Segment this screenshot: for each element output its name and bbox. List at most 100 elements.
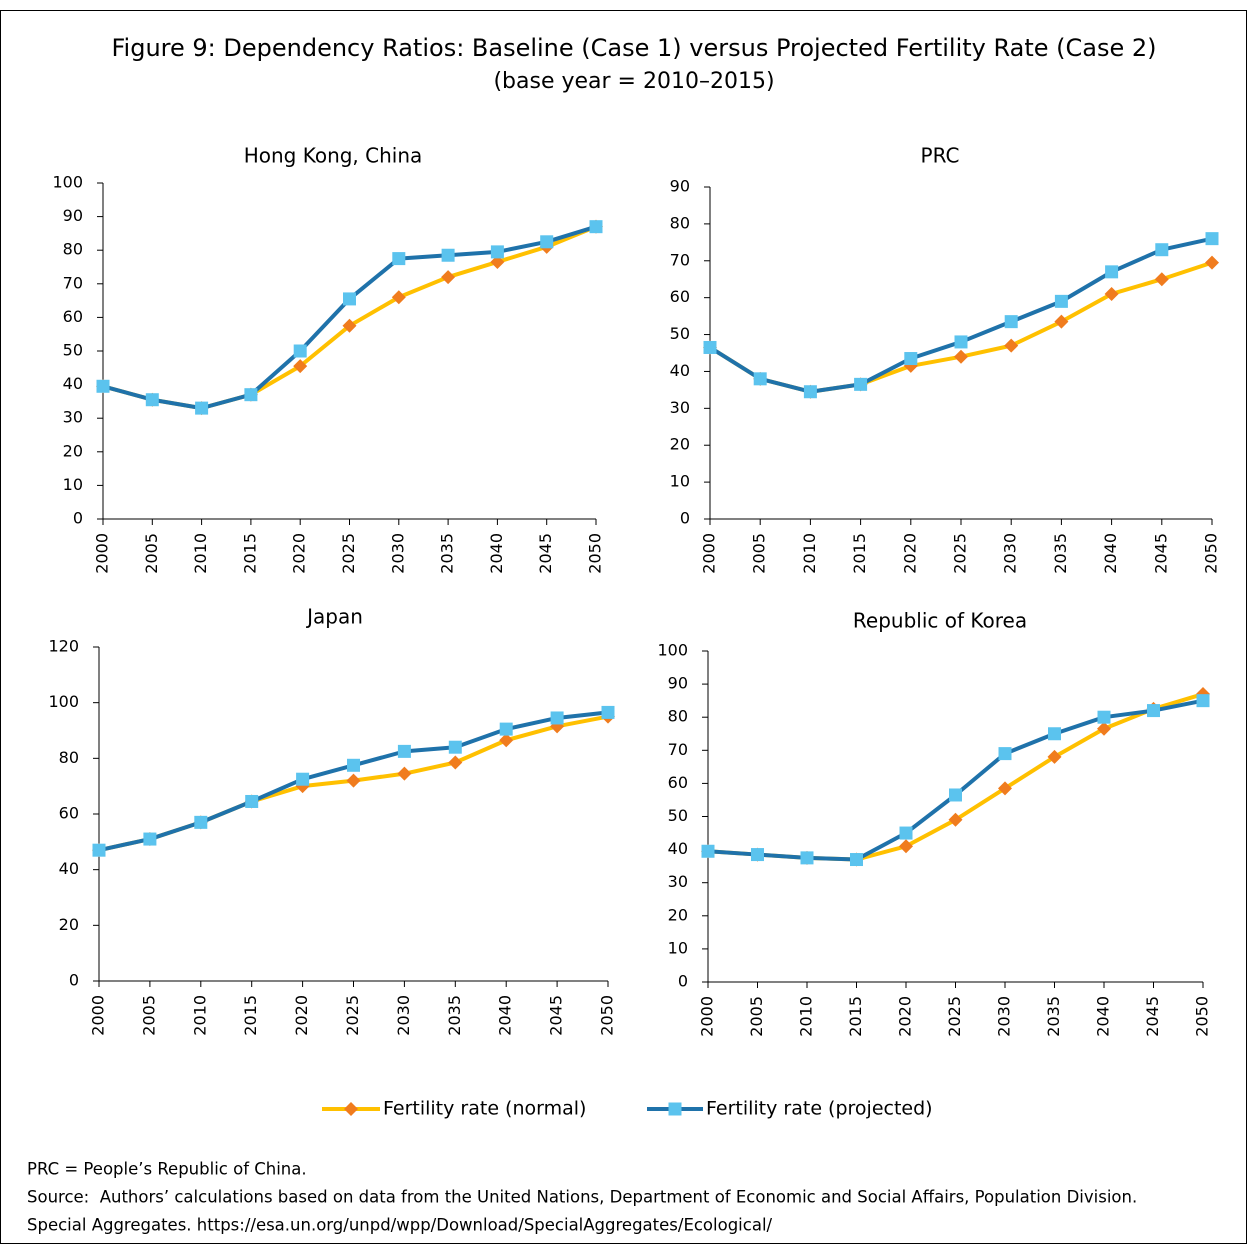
marker [998, 781, 1012, 796]
marker [800, 851, 814, 865]
y-tick-label: 40 [59, 859, 79, 878]
marker [1097, 721, 1111, 736]
x-tick-label: 2005 [747, 996, 766, 1037]
marker [1054, 314, 1069, 329]
x-tick-label: 2000 [93, 533, 112, 574]
y-tick-label: 40 [63, 374, 83, 393]
y-tick-label: 60 [670, 287, 690, 306]
y-tick-label: 20 [59, 915, 79, 934]
marker [854, 377, 868, 391]
marker [1147, 704, 1160, 718]
marker [343, 292, 356, 306]
x-tick-label: 2045 [1151, 533, 1170, 574]
x-tick-label: 2040 [487, 533, 506, 574]
marker [499, 722, 513, 736]
note: PRC = People’s Republic of China. [27, 1160, 307, 1179]
x-tick-label: 2010 [191, 533, 210, 574]
x-tick-label: 2025 [951, 533, 970, 574]
y-tick-label: 10 [668, 938, 688, 957]
marker [92, 843, 106, 857]
y-tick-label: 0 [678, 972, 688, 991]
marker [145, 393, 159, 407]
x-tick-label: 2005 [142, 533, 161, 574]
y-tick-label: 80 [668, 707, 688, 726]
y-tick-label: 50 [63, 341, 83, 360]
x-tick-label: 2035 [438, 533, 457, 574]
marker [195, 401, 209, 415]
marker [1097, 710, 1111, 724]
marker [391, 290, 406, 305]
y-tick-label: 50 [670, 324, 690, 343]
y-tick-label: 70 [668, 740, 688, 759]
y-tick-label: 90 [63, 206, 83, 225]
y-tick-label: 60 [63, 307, 83, 326]
marker [293, 344, 307, 358]
marker [1205, 255, 1219, 270]
marker [550, 711, 564, 725]
x-tick-label: 2000 [89, 995, 108, 1036]
y-tick-label: 100 [657, 641, 688, 660]
x-tick-label: 2040 [1094, 996, 1113, 1037]
figure-title: Figure 9: Dependency Ratios: Baseline (C… [111, 34, 1156, 62]
marker [490, 245, 504, 259]
marker [954, 349, 968, 364]
marker [601, 705, 615, 719]
x-tick-label: 2015 [846, 996, 865, 1037]
y-tick-label: 60 [59, 804, 79, 823]
x-tick-label: 2005 [750, 533, 769, 574]
x-tick-label: 2050 [1202, 533, 1221, 574]
marker [1154, 272, 1169, 287]
x-tick-label: 2025 [343, 995, 362, 1036]
marker [441, 248, 455, 262]
x-tick-label: 2010 [800, 533, 819, 574]
marker [850, 853, 863, 867]
marker [899, 839, 913, 854]
marker [540, 235, 554, 249]
marker [1196, 694, 1210, 708]
marker [1048, 727, 1061, 741]
y-tick-label: 20 [63, 441, 83, 460]
x-tick-label: 2050 [1193, 996, 1212, 1037]
x-tick-label: 2040 [496, 995, 515, 1036]
chart-title: PRC [921, 144, 960, 168]
y-tick-label: 60 [668, 773, 688, 792]
x-tick-label: 2015 [241, 995, 260, 1036]
x-tick-label: 2035 [1051, 533, 1070, 574]
marker [296, 772, 310, 786]
x-tick-label: 2015 [240, 533, 259, 574]
marker [703, 340, 717, 354]
x-tick-label: 2040 [1101, 533, 1120, 574]
marker [347, 758, 360, 772]
x-tick-label: 2035 [445, 995, 464, 1036]
figure-subtitle: (base year = 2010–2015) [493, 69, 774, 94]
x-tick-label: 2045 [547, 995, 566, 1036]
marker [948, 812, 963, 827]
legend-marker [344, 1102, 358, 1116]
y-tick-label: 30 [668, 872, 688, 891]
chart-title: Republic of Korea [853, 609, 1027, 633]
marker [448, 755, 463, 770]
x-tick-label: 2015 [850, 533, 869, 574]
y-tick-label: 20 [670, 435, 690, 454]
x-tick-label: 2045 [1143, 996, 1162, 1037]
marker [899, 826, 913, 840]
x-tick-label: 2025 [339, 533, 358, 574]
marker [194, 815, 208, 829]
marker [342, 318, 357, 333]
marker [1155, 243, 1169, 257]
x-tick-label: 2025 [945, 996, 964, 1037]
marker [397, 744, 411, 758]
x-tick-label: 2020 [292, 995, 311, 1036]
marker [96, 379, 110, 393]
marker [490, 254, 505, 269]
y-tick-label: 50 [668, 806, 688, 825]
marker [803, 385, 817, 399]
marker [346, 773, 361, 788]
x-tick-label: 2050 [586, 533, 605, 574]
x-tick-label: 2030 [995, 996, 1014, 1037]
legend-marker [668, 1102, 682, 1116]
y-tick-label: 0 [680, 509, 690, 528]
marker [244, 388, 258, 402]
